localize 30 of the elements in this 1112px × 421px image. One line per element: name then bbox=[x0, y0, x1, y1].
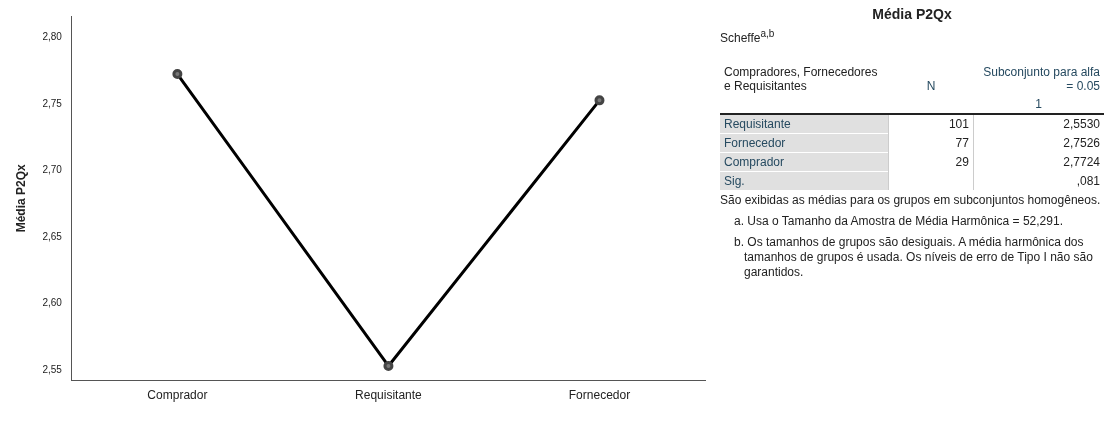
category-label: Fornecedor bbox=[720, 133, 889, 153]
text: Subconjunto para alfa = 0.05 bbox=[982, 64, 1101, 95]
y-tick-label: 2,55 bbox=[42, 363, 63, 375]
text: Compradores, Fornecedores e Requisitantes bbox=[723, 64, 879, 95]
text: b. Os tamanhos de grupos são desiguais. A média harmônica dos tamanhos de grupos é usada. Os níveis de erro de Tipo I não são garantidos. bbox=[734, 235, 1094, 280]
text: 1 bbox=[1034, 96, 1044, 113]
text: ,081 bbox=[973, 171, 1104, 190]
category-label: Comprador bbox=[720, 152, 889, 172]
x-tick-label: Comprador bbox=[147, 388, 208, 403]
x-tick-label: Fornecedor bbox=[568, 388, 631, 403]
y-tick-label: 2,80 bbox=[42, 31, 63, 43]
y-axis-title: Média P2Qx bbox=[13, 163, 28, 233]
text: 29 bbox=[888, 152, 974, 172]
text: 77 bbox=[888, 133, 974, 153]
text: Média P2Qx bbox=[871, 6, 953, 22]
category-label: Sig. bbox=[720, 171, 889, 190]
y-tick-label: 2,70 bbox=[42, 164, 63, 176]
text: 2,7724 bbox=[973, 152, 1104, 172]
text: 2,7526 bbox=[973, 133, 1104, 153]
text: 101 bbox=[888, 114, 974, 134]
y-tick-label: 2,60 bbox=[42, 297, 63, 309]
category-label: Requisitante bbox=[720, 114, 889, 134]
text: N bbox=[925, 78, 937, 95]
text: a. Usa o Tamanho da Amostra de Média Harmônica = 52,291. bbox=[734, 214, 1064, 229]
y-tick-label: 2,75 bbox=[42, 97, 63, 109]
x-tick-label: Requisitante bbox=[355, 388, 423, 403]
text: 2,5530 bbox=[973, 114, 1104, 134]
text: Scheffe$^{a,b}$ bbox=[720, 28, 776, 45]
text: São exibidas as médias para os grupos em subconjuntos homogêneos. bbox=[720, 193, 1102, 208]
y-tick-label: 2,65 bbox=[42, 230, 63, 242]
